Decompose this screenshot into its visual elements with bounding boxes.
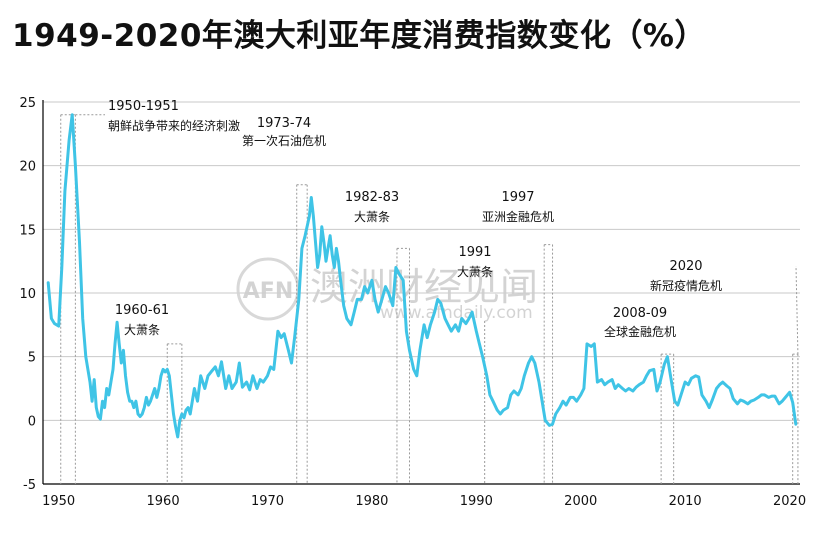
annotation-year: 2008-09 — [613, 306, 667, 321]
y-tick-label: 0 — [28, 414, 36, 429]
x-tick-label: 1990 — [460, 494, 493, 509]
annotation-year: 1997 — [501, 190, 534, 205]
y-tick-label: 5 — [28, 351, 36, 366]
x-tick-label: 2000 — [564, 494, 597, 509]
annotation-year: 1982-83 — [345, 190, 399, 205]
y-tick-label: 25 — [19, 96, 36, 111]
annotation-leader — [795, 265, 799, 355]
x-tick-label: 2020 — [773, 494, 806, 509]
chart-title: 1949-2020年澳大利亚年度消费指数变化（%） — [12, 18, 706, 54]
annotation-label: 第一次石油危机 — [242, 134, 326, 148]
y-tick-label: 10 — [19, 287, 36, 302]
annotation-year: 2020 — [669, 259, 702, 274]
x-tick-label: 1980 — [355, 494, 388, 509]
x-tick-label: 1950 — [42, 494, 75, 509]
annotation-label: 亚洲金融危机 — [482, 209, 554, 224]
watermark-logo: AFN — [243, 279, 293, 304]
y-tick-label: -5 — [23, 478, 36, 493]
x-tick-label: 2010 — [669, 494, 702, 509]
annotation-year: 1973-74 — [257, 116, 311, 131]
watermark-cn: 澳洲财经见闻 — [310, 265, 538, 309]
x-tick-label: 1960 — [147, 494, 180, 509]
y-tick-label: 20 — [19, 160, 36, 175]
annotation-label: 大萧条 — [124, 323, 160, 337]
annotation-year: 1960-61 — [115, 303, 169, 318]
annotation-label: 新冠疫情危机 — [650, 278, 722, 293]
x-tick-label: 1970 — [251, 494, 284, 509]
watermark-url: www.afndaily.com — [380, 303, 533, 323]
y-tick-label: 15 — [19, 223, 36, 238]
annotation-label: 朝鲜战争带来的经济刺激 — [108, 118, 240, 133]
annotation-year: 1991 — [458, 245, 491, 260]
annotation-label: 大萧条 — [457, 265, 493, 279]
annotation-label: 大萧条 — [354, 210, 390, 224]
annotation-year: 1950-1951 — [108, 99, 179, 114]
series-line-consumer-index — [46, 113, 798, 439]
annotation-label: 全球金融危机 — [604, 324, 676, 339]
